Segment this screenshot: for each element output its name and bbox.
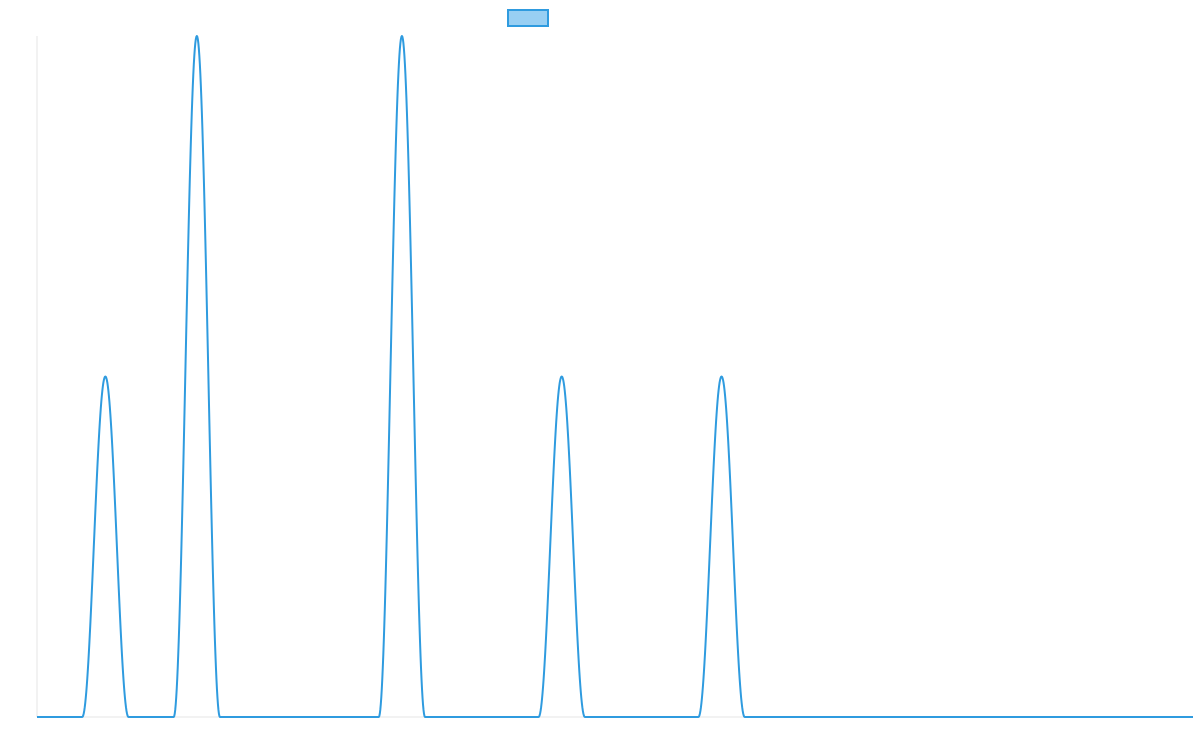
- series-line-0: [36, 35, 1194, 718]
- legend[interactable]: [507, 9, 549, 27]
- legend-swatch-0[interactable]: [507, 9, 549, 27]
- series-layer: [36, 35, 1194, 718]
- axes: [36, 36, 1193, 718]
